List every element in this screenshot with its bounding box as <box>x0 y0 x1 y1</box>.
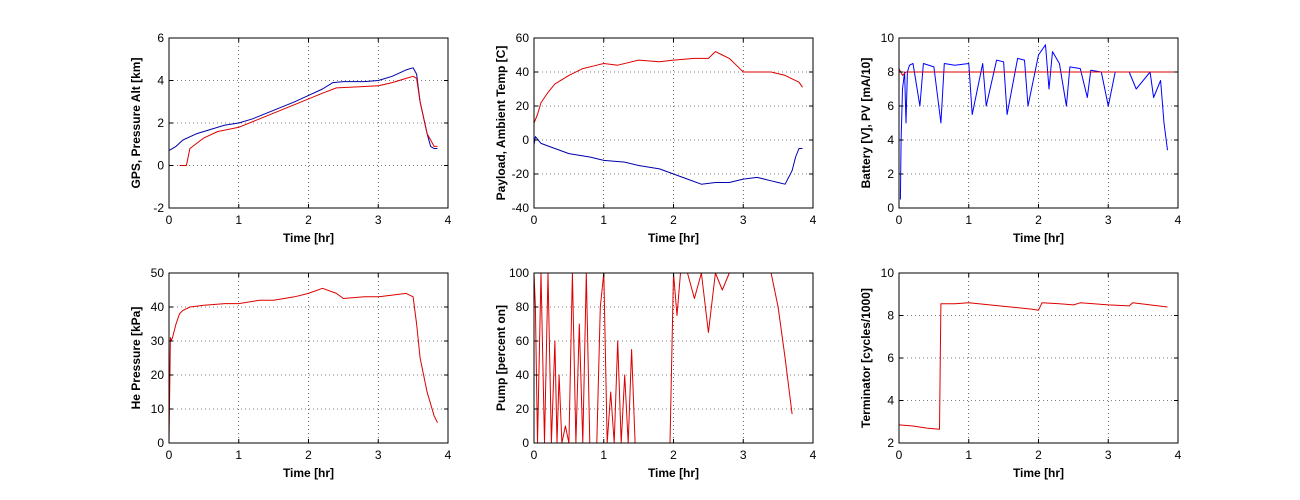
x-tick-label: 4 <box>445 448 452 462</box>
y-tick-label: 2 <box>887 436 894 450</box>
x-tick-label: 3 <box>1105 213 1112 227</box>
y-tick-label: 40 <box>516 65 530 79</box>
y-tick-label: 0 <box>887 201 894 215</box>
x-axis-label: Time [hr] <box>1013 231 1064 245</box>
series-line-1 <box>899 44 1168 200</box>
x-tick-label: 2 <box>670 448 677 462</box>
y-tick-label: 40 <box>151 300 165 314</box>
series-line-1 <box>533 51 803 124</box>
y-tick-label: 20 <box>151 368 165 382</box>
y-tick-label: 4 <box>157 74 164 88</box>
y-tick-label: 100 <box>509 266 529 280</box>
x-tick-label: 3 <box>375 448 382 462</box>
x-tick-label: 1 <box>600 213 607 227</box>
x-tick-label: 0 <box>896 213 903 227</box>
x-tick-label: 1 <box>965 448 972 462</box>
y-tick-label: 4 <box>887 133 894 147</box>
x-tick-label: 3 <box>740 448 747 462</box>
x-tick-label: 3 <box>740 213 747 227</box>
y-tick-label: 0 <box>157 159 164 173</box>
x-tick-label: 4 <box>1175 213 1182 227</box>
x-tick-label: 4 <box>445 213 452 227</box>
x-axis-label: Time [hr] <box>283 466 334 480</box>
y-axis-label: Battery [V], PV [mA/10] <box>859 58 873 189</box>
chart-panel-3: 0 1 2 3 4 0 2 4 6 8 10 Time [hr] Battery [V], PV [mA… <box>859 31 1182 245</box>
y-tick-label: 50 <box>151 266 165 280</box>
y-tick-label: 8 <box>887 309 894 323</box>
y-tick-label: -20 <box>512 167 530 181</box>
x-tick-label: 4 <box>810 213 817 227</box>
series-line-2 <box>533 136 803 185</box>
chart-panel-2: 0 1 2 3 4 -40 -20 0 20 40 60 Time [hr] Payload, Ambi… <box>494 31 817 245</box>
series-line-2 <box>179 75 438 166</box>
y-tick-label: 20 <box>516 402 530 416</box>
x-axis-label: Time [hr] <box>648 466 699 480</box>
y-axis-label: Terminator [cycles/1000] <box>859 288 873 428</box>
x-tick-label: 0 <box>896 448 903 462</box>
y-tick-label: 8 <box>887 65 894 79</box>
y-tick-label: 6 <box>887 99 894 113</box>
x-tick-label: 0 <box>531 448 538 462</box>
x-tick-label: 4 <box>810 448 817 462</box>
x-tick-label: 1 <box>600 448 607 462</box>
y-tick-label: 6 <box>887 351 894 365</box>
y-tick-label: 2 <box>157 116 164 130</box>
y-axis-label: He Pressure [kPa] <box>129 307 143 410</box>
x-tick-label: 2 <box>1035 213 1042 227</box>
y-tick-label: 10 <box>881 266 895 280</box>
y-tick-label: -2 <box>153 201 164 215</box>
y-tick-label: 30 <box>151 334 165 348</box>
y-tick-label: 60 <box>516 31 530 45</box>
x-axis-label: Time [hr] <box>283 231 334 245</box>
series-line-1 <box>898 302 1168 430</box>
x-axis-label: Time [hr] <box>1013 466 1064 480</box>
x-tick-label: 2 <box>305 448 312 462</box>
y-tick-label: 0 <box>157 436 164 450</box>
y-tick-label: 6 <box>157 31 164 45</box>
x-tick-label: 1 <box>235 448 242 462</box>
x-tick-label: 0 <box>531 213 538 227</box>
x-tick-label: 4 <box>1175 448 1182 462</box>
y-tick-label: 60 <box>516 334 530 348</box>
y-axis-label: Payload, Ambient Temp [C] <box>494 46 508 201</box>
series-line-1 <box>533 272 793 444</box>
x-tick-label: 3 <box>375 213 382 227</box>
series-line-1 <box>168 287 438 444</box>
x-tick-label: 3 <box>1105 448 1112 462</box>
chart-panel-6: 0 1 2 3 4 2 4 6 8 10 Time [hr] Terminator [cycles/1… <box>859 266 1182 480</box>
y-axis-label: GPS, Pressure Alt [km] <box>129 58 143 189</box>
y-tick-label: 80 <box>516 300 530 314</box>
x-tick-label: 2 <box>670 213 677 227</box>
y-tick-label: 0 <box>522 133 529 147</box>
x-tick-label: 0 <box>166 213 173 227</box>
y-tick-label: 2 <box>887 167 894 181</box>
y-tick-label: 0 <box>522 436 529 450</box>
x-tick-label: 2 <box>1035 448 1042 462</box>
x-tick-label: 1 <box>235 213 242 227</box>
y-tick-label: 4 <box>887 394 894 408</box>
y-tick-label: 40 <box>516 368 530 382</box>
y-tick-label: 10 <box>151 402 165 416</box>
y-tick-label: -40 <box>512 201 530 215</box>
x-axis-label: Time [hr] <box>648 231 699 245</box>
series-line-2 <box>898 68 1178 76</box>
y-tick-label: 10 <box>881 31 895 45</box>
x-tick-label: 2 <box>305 213 312 227</box>
x-tick-label: 1 <box>965 213 972 227</box>
y-tick-label: 20 <box>516 99 530 113</box>
x-tick-label: 0 <box>166 448 173 462</box>
y-axis-label: Pump [percent on] <box>494 305 508 411</box>
